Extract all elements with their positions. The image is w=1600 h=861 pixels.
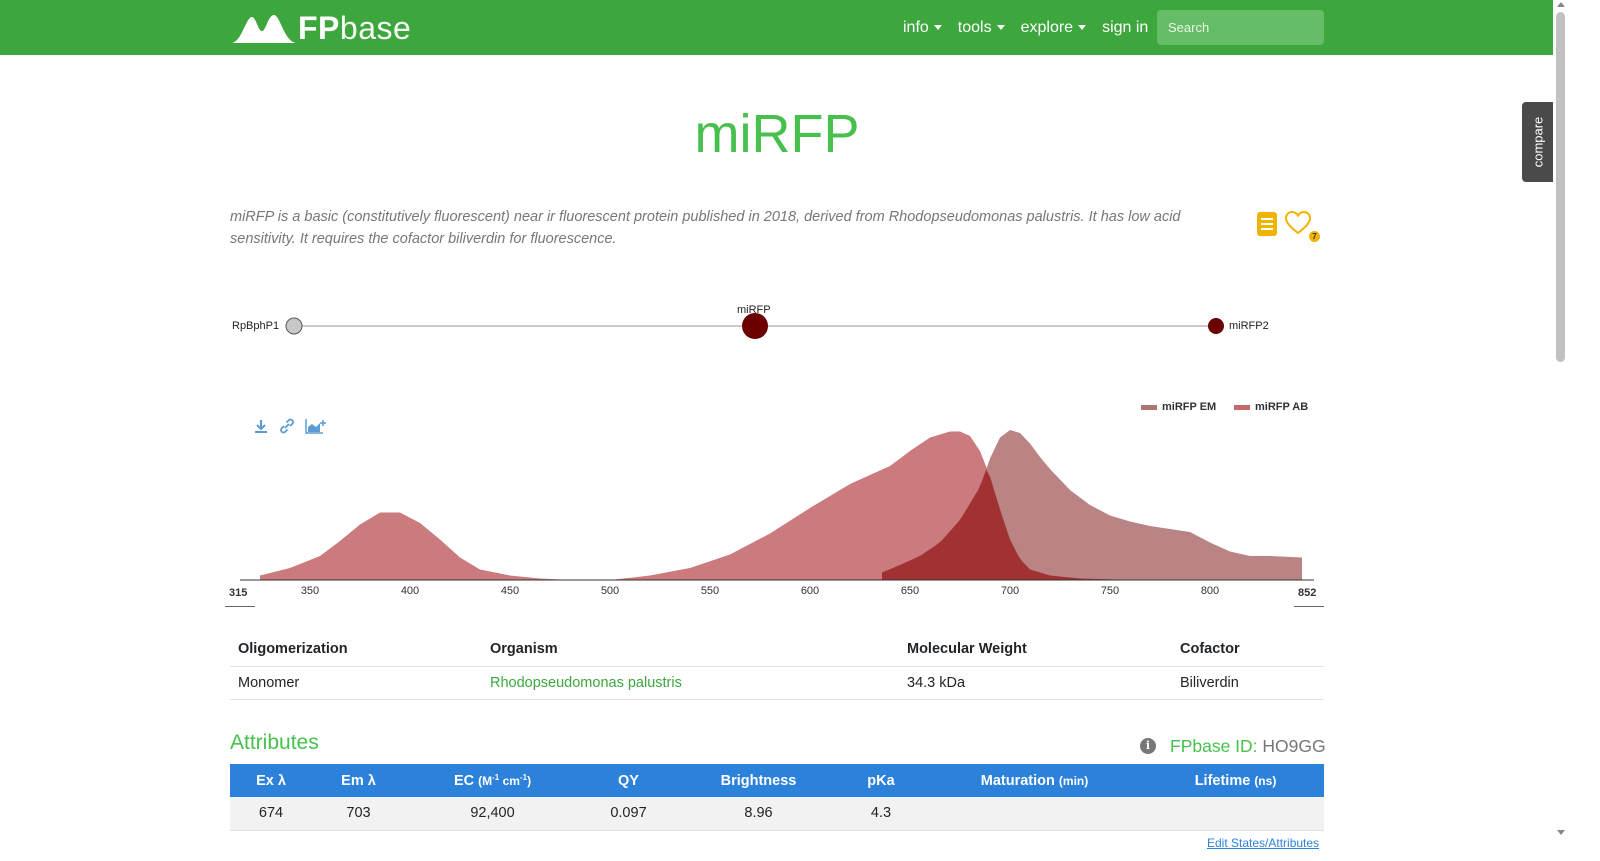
x-tick-label: 750 <box>1101 585 1119 597</box>
x-tick-label: 400 <box>401 585 419 597</box>
compare-tab[interactable]: compare <box>1522 102 1553 182</box>
x-tick-label: 600 <box>801 585 819 597</box>
edit-states-link[interactable]: Edit States/Attributes <box>1207 836 1320 850</box>
header-cofactor: Cofactor <box>1172 632 1324 667</box>
lifetime-value <box>1147 797 1324 831</box>
protein-title: miRFP <box>694 104 860 164</box>
x-tick-label: 500 <box>601 585 619 597</box>
legend-swatch-ab <box>1234 404 1250 410</box>
header-lifetime: Lifetime (ns) <box>1147 764 1324 797</box>
header-pka: pKa <box>840 764 922 797</box>
lineage-label-child[interactable]: miRFP2 <box>1229 320 1269 332</box>
navbar: FPbase info tools explore sign in <box>0 0 1553 55</box>
caret-down-icon <box>933 25 942 30</box>
x-tick-label: 350 <box>301 585 319 597</box>
fpbase-id: FPbase ID: HO9GG <box>1170 736 1326 757</box>
scroll-up-icon[interactable] <box>1557 2 1565 7</box>
lineage-tree: RpBphP1 miRFP miRFP2 <box>230 300 1324 350</box>
legend-item-ab[interactable]: miRFP AB <box>1234 401 1308 413</box>
header-oligomerization: Oligomerization <box>230 632 482 667</box>
legend-swatch-em <box>1141 404 1157 410</box>
header-qy: QY <box>580 764 677 797</box>
header-em: Em λ <box>312 764 405 797</box>
lineage-node-current[interactable] <box>742 313 768 339</box>
legend-item-em[interactable]: miRFP EM <box>1141 401 1216 413</box>
nav-explore-dropdown[interactable]: explore <box>1021 19 1087 37</box>
qy-value: 0.097 <box>580 797 677 831</box>
x-range-min-underline <box>225 606 255 607</box>
x-tick-label: 550 <box>701 585 719 597</box>
search-input[interactable] <box>1157 10 1324 45</box>
ex-value: 674 <box>230 797 312 831</box>
fpbase-id-value: HO9GG <box>1262 736 1326 756</box>
logo-wave-icon <box>232 15 296 43</box>
x-axis-ticks: 350 400 450 500 550 600 650 700 750 800 <box>301 585 1219 597</box>
caret-down-icon <box>1078 25 1087 30</box>
properties-row: Monomer Rhodopseudomonas palustris 34.3 … <box>230 666 1324 700</box>
header-organism: Organism <box>482 632 899 667</box>
info-icon[interactable]: i <box>1140 738 1156 754</box>
spectrum-overlap-area <box>882 469 1210 580</box>
x-tick-label: 700 <box>1001 585 1019 597</box>
x-range-max-label[interactable]: 852 <box>1298 587 1317 599</box>
organism-link[interactable]: Rhodopseudomonas palustris <box>490 674 682 691</box>
fpbase-logo[interactable]: FPbase <box>232 12 411 44</box>
scrollbar-thumb[interactable] <box>1556 12 1565 362</box>
chart-toolbar <box>253 418 327 434</box>
lineage-node-child[interactable] <box>1208 318 1224 334</box>
lineage-label-parent[interactable]: RpBphP1 <box>232 320 280 332</box>
cofactor-value: Biliverdin <box>1172 666 1324 700</box>
attributes-heading: Attributes <box>230 731 319 754</box>
x-tick-label: 650 <box>901 585 919 597</box>
x-range-max-underline <box>1294 606 1324 607</box>
header-molecular-weight: Molecular Weight <box>899 632 1172 667</box>
header-maturation: Maturation (min) <box>922 764 1147 797</box>
caret-down-icon <box>996 25 1005 30</box>
properties-table: Oligomerization Organism Molecular Weigh… <box>230 632 1324 700</box>
nav-menu: info tools explore sign in <box>903 0 1164 55</box>
em-value: 703 <box>312 797 405 831</box>
attributes-header-row: Ex λ Em λ EC (M-1 cm-1) QY Brightness pK… <box>230 764 1324 797</box>
reference-book-icon[interactable] <box>1256 211 1278 237</box>
protein-description: miRFP is a basic (constitutively fluores… <box>230 209 1181 247</box>
add-spectra-chart-icon[interactable] <box>305 418 327 434</box>
ec-value: 92,400 <box>405 797 580 831</box>
brightness-value: 8.96 <box>677 797 840 831</box>
scroll-down-icon[interactable] <box>1557 830 1565 835</box>
oligomerization-value: Monomer <box>230 666 482 700</box>
nav-tools-dropdown[interactable]: tools <box>958 19 1005 37</box>
lineage-svg <box>285 313 1224 339</box>
molecular-weight-value: 34.3 kDa <box>899 666 1172 700</box>
nav-sign-in-link[interactable]: sign in <box>1102 18 1149 36</box>
spectra-chart[interactable]: 350 400 450 500 550 600 650 700 750 800 <box>230 395 1324 610</box>
favorite-heart-icon[interactable] <box>1285 211 1311 235</box>
compare-tab-label: compare <box>1530 116 1545 168</box>
fpbase-id-label: FPbase ID: <box>1170 736 1258 756</box>
link-icon[interactable] <box>278 418 296 434</box>
nav-info-dropdown[interactable]: info <box>903 19 942 37</box>
download-icon[interactable] <box>253 418 269 434</box>
x-range-min-label[interactable]: 315 <box>229 587 248 599</box>
attributes-row: 674 703 92,400 0.097 8.96 4.3 <box>230 797 1324 831</box>
pka-value: 4.3 <box>840 797 922 831</box>
organism-cell: Rhodopseudomonas palustris <box>482 666 899 700</box>
attributes-table: Ex λ Em λ EC (M-1 cm-1) QY Brightness pK… <box>230 764 1324 831</box>
favorite-count-badge: 7 <box>1309 231 1320 242</box>
x-tick-label: 800 <box>1201 585 1219 597</box>
lineage-node-parent[interactable] <box>285 317 303 335</box>
logo-text: FPbase <box>298 10 412 46</box>
lineage-label-current[interactable]: miRFP <box>737 304 771 316</box>
header-ex: Ex λ <box>230 764 312 797</box>
header-brightness: Brightness <box>677 764 840 797</box>
header-ec: EC (M-1 cm-1) <box>405 764 580 797</box>
x-tick-label: 450 <box>501 585 519 597</box>
properties-header-row: Oligomerization Organism Molecular Weigh… <box>230 632 1324 667</box>
maturation-value <box>922 797 1147 831</box>
spectra-area-layer <box>260 430 1302 580</box>
